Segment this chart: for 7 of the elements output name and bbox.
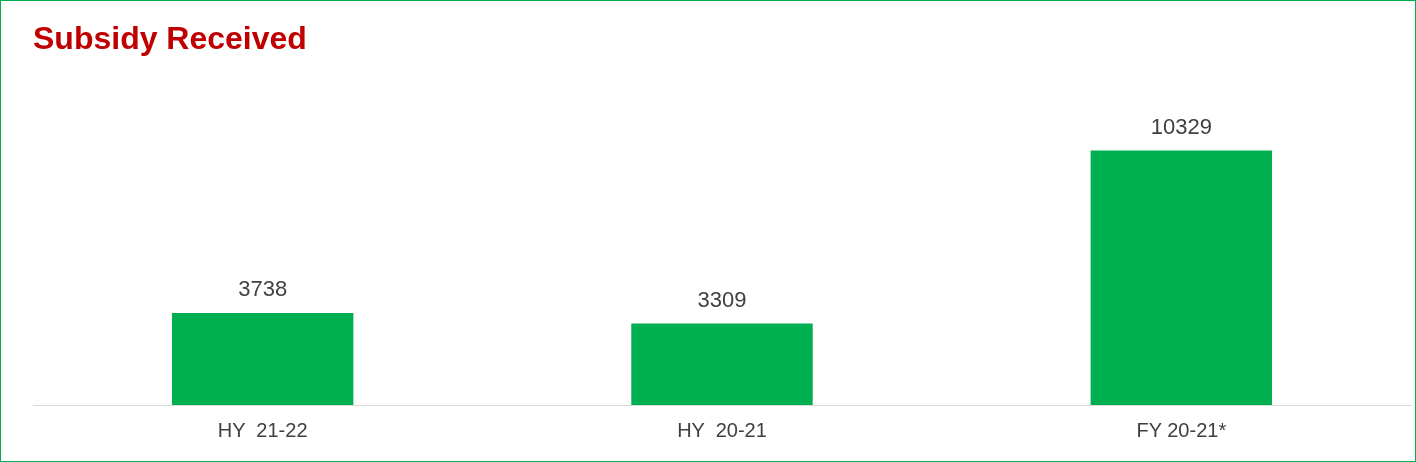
- data-label: 10329: [1150, 113, 1212, 139]
- data-label: 3309: [697, 286, 747, 312]
- x-tick-label: FY 20-21*: [1136, 418, 1227, 441]
- x-tick-label: HY 20-21: [677, 418, 767, 441]
- chart-title: Subsidy Received: [33, 20, 307, 57]
- x-tick-label: HY 21-22: [217, 418, 308, 441]
- data-label: 3738: [238, 275, 288, 301]
